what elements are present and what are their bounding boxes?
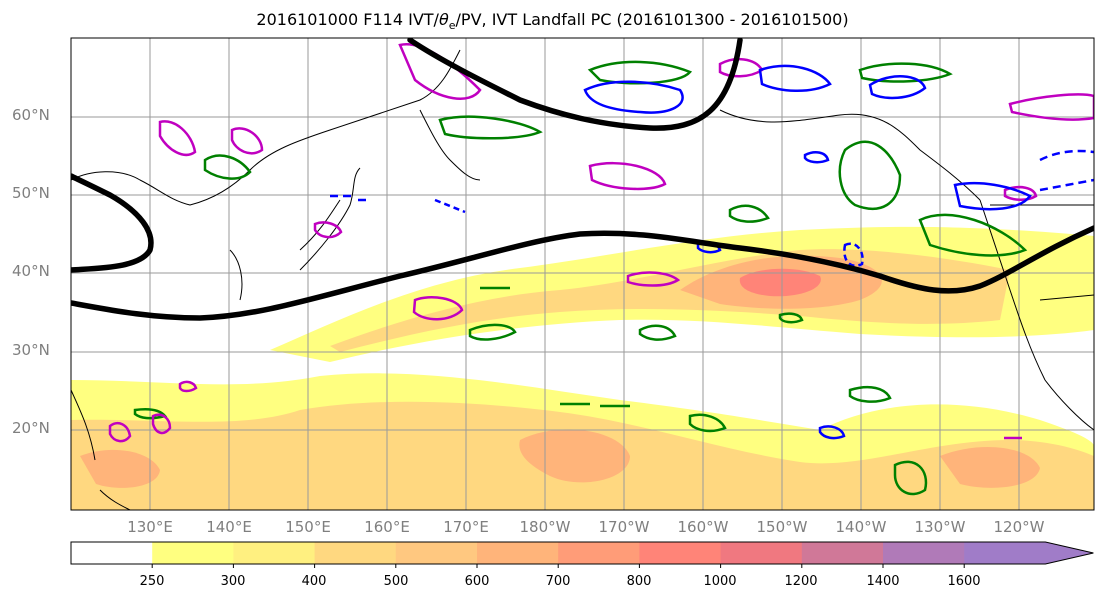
lon-label-130w: 130°W — [914, 518, 966, 536]
jet-lines — [71, 38, 1094, 321]
lon-label-160e: 160°E — [364, 518, 410, 536]
alaska-coast — [719, 109, 981, 201]
map-plot-area — [71, 38, 1094, 510]
colorbar-tick: 700 — [545, 574, 571, 589]
lon-label-140e: 140°E — [206, 518, 252, 536]
north-america-coast — [979, 199, 1094, 431]
lon-label-120w: 120°W — [993, 518, 1045, 536]
colorbar-extend-arrow — [1045, 542, 1094, 564]
ivt-shading — [71, 226, 1094, 510]
lat-label-50: 50°N — [12, 184, 50, 202]
lon-label-180w: 180°W — [519, 518, 571, 536]
colorbar — [70, 541, 1094, 568]
jet-line-main — [71, 225, 1094, 321]
pv-negative-contours — [330, 64, 1094, 440]
kamchatka-coast — [419, 109, 481, 181]
lon-label-170w: 170°W — [598, 518, 650, 536]
lon-label-150w: 150°W — [756, 518, 808, 536]
lon-label-140w: 140°W — [835, 518, 887, 536]
lat-label-60: 60°N — [12, 106, 50, 124]
colorbar-segment — [639, 542, 722, 564]
colorbar-tick: 1000 — [703, 574, 737, 589]
colorbar-tick: 500 — [383, 574, 409, 589]
ivt-core-south-3 — [940, 446, 1040, 488]
colorbar-segment — [801, 542, 884, 564]
graticule — [71, 38, 1094, 510]
colorbar-segment — [883, 542, 965, 564]
colorbar-segment — [71, 542, 153, 564]
colorbar-frame — [70, 541, 1094, 565]
colorbar-segment — [477, 542, 559, 564]
jet-line-asia — [71, 173, 154, 273]
philippines — [71, 389, 131, 510]
ivt-core-south-1 — [519, 429, 630, 483]
japan-coast — [299, 167, 361, 271]
lon-label-130e: 130°E — [127, 518, 173, 536]
colorbar-segment — [395, 542, 478, 564]
lon-label-150e: 150°E — [285, 518, 331, 536]
us-mexico-border — [1039, 294, 1094, 301]
colorbar-tick: 300 — [220, 574, 246, 589]
lat-label-30: 30°N — [12, 341, 50, 359]
ivt-core-south-2 — [80, 449, 160, 488]
jet-line-north — [407, 38, 743, 131]
colorbar-tick: 400 — [301, 574, 327, 589]
coastlines — [71, 49, 1094, 510]
colorbar-segment — [964, 542, 1046, 564]
colorbar-tick: 1400 — [866, 574, 900, 589]
lat-label-40: 40°N — [12, 262, 50, 280]
map-frame — [70, 37, 1095, 511]
korea-coast — [229, 249, 243, 301]
lat-label-20: 20°N — [12, 419, 50, 437]
theta-e-contours — [133, 60, 1028, 496]
colorbar-segment — [720, 542, 803, 564]
lon-label-160w: 160°W — [677, 518, 729, 536]
colorbar-tick: 1200 — [784, 574, 818, 589]
asia-coast — [71, 49, 461, 206]
pv-positive-contours — [108, 42, 1094, 443]
colorbar-tick: 250 — [139, 574, 165, 589]
colorbar-tick: 800 — [626, 574, 652, 589]
ivt-max-north — [739, 268, 821, 297]
colorbar-segment — [314, 542, 397, 564]
colorbar-tick: 600 — [464, 574, 490, 589]
colorbar-tick: 1600 — [947, 574, 981, 589]
colorbar-segment — [558, 542, 640, 564]
map-title: 2016101000 F114 IVT/θe/PV, IVT Landfall … — [256, 10, 849, 33]
colorbar-segment — [233, 542, 316, 564]
lon-label-170e: 170°E — [443, 518, 489, 536]
colorbar-segment — [152, 542, 234, 564]
